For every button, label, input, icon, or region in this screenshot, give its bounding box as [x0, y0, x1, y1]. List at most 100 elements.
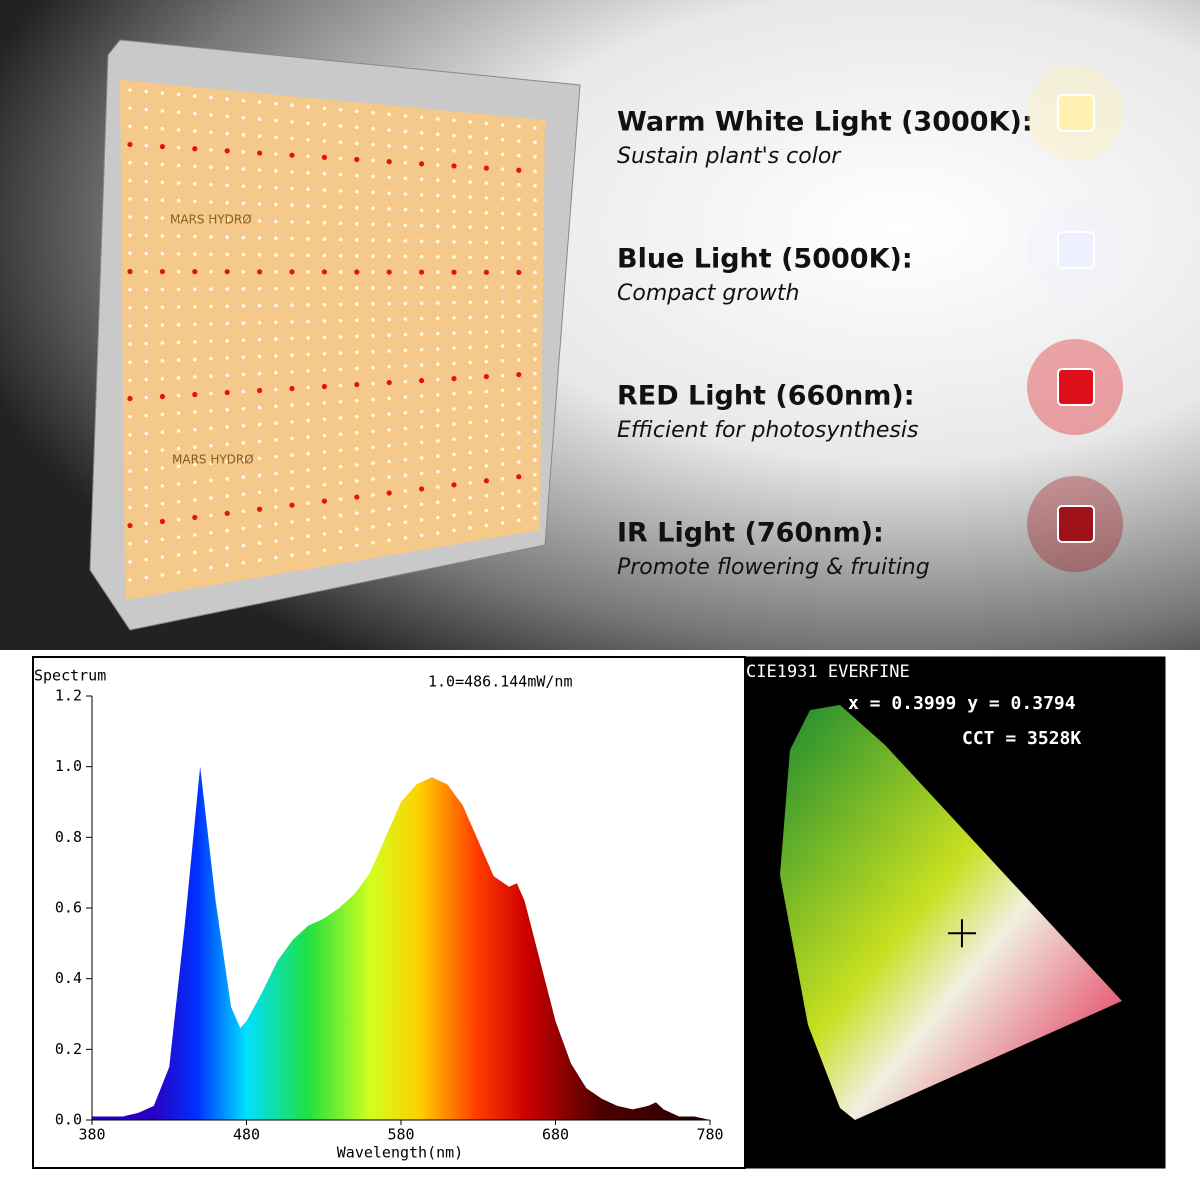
led: [322, 286, 327, 291]
led: [306, 451, 311, 456]
led: [290, 236, 294, 241]
led: [176, 269, 181, 274]
led: [274, 404, 278, 409]
led: [241, 235, 246, 240]
led: [500, 403, 505, 407]
led: [274, 471, 278, 476]
led: [192, 269, 198, 275]
led: [144, 125, 148, 130]
led: [403, 473, 408, 478]
led: [306, 220, 311, 225]
led: [355, 350, 359, 355]
led: [274, 286, 278, 291]
led: [241, 509, 246, 514]
led: [419, 394, 424, 398]
led: [128, 433, 132, 437]
led: [193, 252, 197, 256]
led: [355, 318, 359, 323]
led: [436, 270, 440, 275]
led: [403, 176, 408, 181]
led: [176, 163, 181, 168]
led: [241, 475, 246, 479]
led: [500, 226, 505, 230]
led: [419, 115, 424, 120]
led: [128, 378, 132, 383]
led: [128, 197, 132, 201]
led: [290, 370, 294, 374]
led: [517, 518, 521, 523]
led: [468, 435, 473, 440]
led: [274, 101, 278, 106]
led: [533, 371, 537, 376]
led: [436, 454, 440, 459]
led: [144, 143, 148, 148]
led: [225, 407, 229, 412]
led: [517, 401, 521, 406]
led: [436, 377, 440, 382]
led: [355, 238, 359, 242]
led: [209, 339, 213, 344]
led: [533, 270, 537, 275]
led: [451, 375, 457, 382]
led: [533, 472, 537, 477]
led: [419, 301, 424, 305]
led: [128, 305, 132, 310]
led: [225, 304, 229, 309]
led: [517, 139, 521, 143]
led: [371, 302, 375, 306]
led: [209, 356, 213, 361]
led: [500, 417, 505, 422]
led: [403, 301, 408, 306]
led: [419, 254, 424, 259]
led: [451, 269, 457, 275]
led: [274, 135, 278, 140]
led: [241, 252, 246, 257]
led: [144, 323, 148, 328]
y-tick-label: 0.4: [55, 969, 82, 987]
led: [209, 513, 213, 518]
led: [128, 469, 132, 473]
led: [338, 124, 343, 128]
led: [338, 237, 343, 242]
led: [468, 375, 473, 380]
led: [500, 462, 505, 466]
led: [452, 148, 456, 153]
led: [176, 92, 181, 97]
led: [452, 513, 456, 518]
led: [257, 236, 262, 240]
led: [290, 470, 294, 474]
led: [371, 413, 375, 418]
led: [176, 198, 181, 203]
led: [533, 212, 537, 217]
led: [209, 443, 213, 448]
led: [322, 401, 327, 405]
led: [144, 251, 148, 256]
led: [436, 132, 440, 137]
led: [257, 439, 262, 444]
led: [274, 152, 278, 156]
led: [306, 104, 311, 109]
led: [403, 160, 408, 165]
led: [436, 163, 440, 167]
led: [241, 201, 246, 206]
led: [419, 131, 424, 135]
led: [257, 202, 262, 206]
led: [257, 117, 262, 121]
led: [419, 425, 424, 429]
led: [290, 103, 294, 107]
led: [371, 158, 375, 163]
led: [209, 496, 213, 500]
led: [160, 483, 165, 488]
led: [209, 113, 213, 117]
led: [371, 333, 375, 338]
led: [338, 172, 343, 177]
led: [533, 140, 537, 145]
led: [176, 358, 181, 362]
led: [322, 171, 327, 176]
led: [225, 321, 229, 326]
led: [274, 236, 278, 240]
led: [516, 371, 522, 378]
led: [371, 349, 375, 354]
led: [306, 385, 311, 390]
